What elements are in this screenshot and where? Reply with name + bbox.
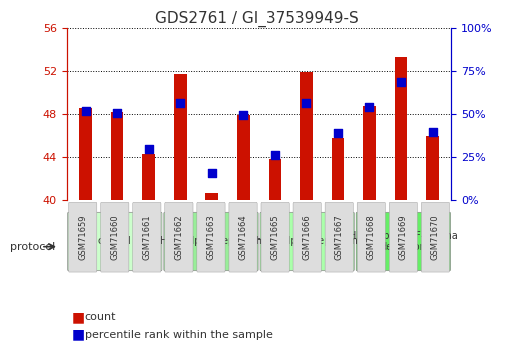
Text: percentile rank within the sample: percentile rank within the sample <box>85 330 272 339</box>
Text: HIF-1alpha HIF-2alpha
depletion: HIF-1alpha HIF-2alpha depletion <box>349 231 458 252</box>
FancyBboxPatch shape <box>165 202 193 272</box>
Bar <box>143 154 155 200</box>
Text: GSM71659: GSM71659 <box>78 215 87 260</box>
Text: GSM71667: GSM71667 <box>334 214 344 260</box>
FancyBboxPatch shape <box>325 202 353 272</box>
Text: GSM71665: GSM71665 <box>270 214 280 260</box>
Text: GSM71663: GSM71663 <box>206 214 215 260</box>
Text: GSM71669: GSM71669 <box>399 214 408 260</box>
Text: GSM71660: GSM71660 <box>110 214 120 260</box>
FancyBboxPatch shape <box>389 202 418 272</box>
Point <box>302 100 310 106</box>
Bar <box>111 112 124 200</box>
FancyBboxPatch shape <box>69 202 97 272</box>
Bar <box>205 193 218 200</box>
Bar <box>331 138 344 200</box>
Point <box>271 152 279 158</box>
Bar <box>300 72 313 200</box>
FancyBboxPatch shape <box>68 212 162 271</box>
FancyBboxPatch shape <box>197 202 225 272</box>
Bar <box>363 106 376 200</box>
Text: GSM71662: GSM71662 <box>174 214 184 260</box>
Bar <box>268 159 281 200</box>
Text: ■: ■ <box>72 310 85 324</box>
FancyBboxPatch shape <box>164 212 258 271</box>
Text: GSM71661: GSM71661 <box>142 214 151 260</box>
Bar <box>394 57 407 200</box>
Bar <box>237 115 250 200</box>
Point <box>145 147 153 152</box>
Text: GSM71668: GSM71668 <box>367 214 376 260</box>
Text: GSM71666: GSM71666 <box>303 214 312 260</box>
FancyBboxPatch shape <box>357 202 385 272</box>
FancyBboxPatch shape <box>133 202 161 272</box>
Point <box>208 170 216 176</box>
FancyBboxPatch shape <box>356 212 450 271</box>
Text: GDS2761 / GI_37539949-S: GDS2761 / GI_37539949-S <box>154 10 359 27</box>
Point <box>397 79 405 84</box>
Bar <box>80 108 92 200</box>
Bar <box>426 137 439 200</box>
Point <box>82 108 90 114</box>
FancyBboxPatch shape <box>261 202 289 272</box>
FancyBboxPatch shape <box>229 202 257 272</box>
Point <box>428 129 437 135</box>
FancyBboxPatch shape <box>260 212 354 271</box>
Point <box>365 105 373 110</box>
Text: ■: ■ <box>72 328 85 342</box>
Point <box>239 112 247 118</box>
Bar <box>174 74 187 200</box>
Text: HIF-1alpha depletion: HIF-1alpha depletion <box>160 237 262 246</box>
Text: protocol: protocol <box>10 242 55 252</box>
Point <box>176 100 184 106</box>
Text: count: count <box>85 313 116 322</box>
Point <box>113 110 121 116</box>
Text: HIF-2alpha depletion: HIF-2alpha depletion <box>256 237 358 246</box>
Text: control: control <box>98 237 132 246</box>
Text: GSM71670: GSM71670 <box>431 214 440 260</box>
Text: GSM71664: GSM71664 <box>239 214 248 260</box>
FancyBboxPatch shape <box>421 202 449 272</box>
FancyBboxPatch shape <box>293 202 321 272</box>
FancyBboxPatch shape <box>101 202 129 272</box>
Point <box>334 130 342 136</box>
